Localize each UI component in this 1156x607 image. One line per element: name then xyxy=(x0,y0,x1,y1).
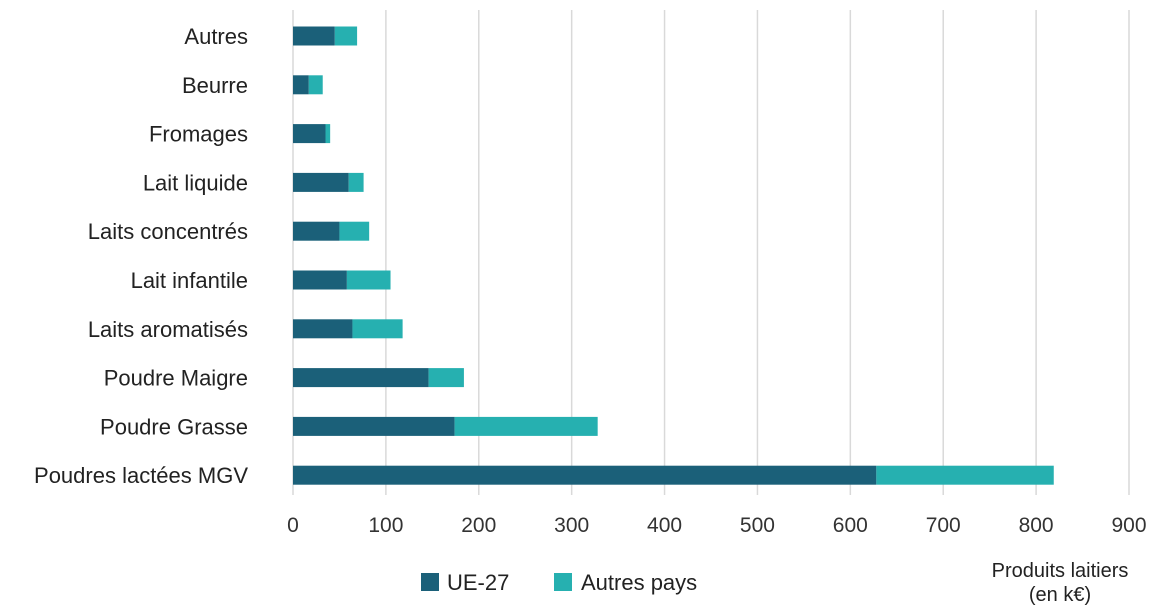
bar-ue27 xyxy=(293,416,455,436)
bar-autres-pays xyxy=(346,270,391,290)
x-axis-title: Produits laitiers (en k€) xyxy=(992,560,1129,606)
x-tick-label: 600 xyxy=(833,514,868,537)
bar-ue27 xyxy=(293,124,326,144)
x-tick-label: 700 xyxy=(926,514,961,537)
category-label: Poudre Maigre xyxy=(104,366,248,391)
bar-ue27 xyxy=(293,368,429,388)
x-tick-label: 900 xyxy=(1111,514,1146,537)
bar-autres-pays xyxy=(454,416,598,436)
bar-autres-pays xyxy=(348,172,364,192)
bar-autres-pays xyxy=(876,465,1054,485)
category-label: Lait infantile xyxy=(131,268,248,293)
category-label: Fromages xyxy=(149,122,248,147)
bar-ue27 xyxy=(293,319,353,339)
bar-autres-pays xyxy=(339,221,370,241)
legend: UE-27 Autres pays xyxy=(421,570,697,595)
x-tick-labels: 0 100 200 300 400 500 600 700 800 900 xyxy=(287,514,1146,537)
bar-autres-pays xyxy=(308,75,323,95)
x-tick-label: 300 xyxy=(554,514,589,537)
category-label: Lait liquide xyxy=(143,170,248,195)
bars xyxy=(293,26,1054,485)
bar-ue27 xyxy=(293,465,877,485)
bar-ue27 xyxy=(293,75,309,95)
x-tick-label: 800 xyxy=(1019,514,1054,537)
bar-ue27 xyxy=(293,26,335,46)
category-label: Laits aromatisés xyxy=(88,317,248,342)
bar-autres-pays xyxy=(428,368,464,388)
x-axis-title-line1: Produits laitiers xyxy=(992,560,1129,582)
bar-autres-pays xyxy=(352,319,403,339)
category-label: Poudre Grasse xyxy=(100,414,248,439)
category-label: Beurre xyxy=(182,73,248,98)
x-tick-label: 0 xyxy=(287,514,299,537)
bar-autres-pays xyxy=(325,124,331,144)
legend-swatch-autres-pays xyxy=(554,573,572,591)
legend-swatch-ue27 xyxy=(421,573,439,591)
category-label: Autres xyxy=(184,24,248,49)
x-tick-label: 500 xyxy=(740,514,775,537)
bar-autres-pays xyxy=(334,26,358,46)
x-tick-label: 400 xyxy=(647,514,682,537)
x-axis-title-line2: (en k€) xyxy=(1029,584,1091,606)
x-tick-label: 200 xyxy=(461,514,496,537)
legend-label-autres-pays: Autres pays xyxy=(581,570,697,595)
category-label: Poudres lactées MGV xyxy=(34,463,248,488)
bar-ue27 xyxy=(293,270,347,290)
category-labels: Autres Beurre Fromages Lait liquide Laits co… xyxy=(34,24,248,488)
bar-ue27 xyxy=(293,172,349,192)
x-tick-label: 100 xyxy=(368,514,403,537)
category-label: Laits concentrés xyxy=(88,219,248,244)
bar-ue27 xyxy=(293,221,340,241)
gridlines xyxy=(292,10,1130,495)
legend-label-ue27: UE-27 xyxy=(447,570,509,595)
